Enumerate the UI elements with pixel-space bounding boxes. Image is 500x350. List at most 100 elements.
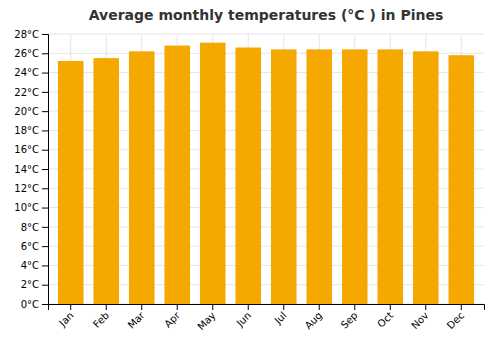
- y-tick-mark: [42, 34, 48, 35]
- x-tick: Apr: [162, 304, 183, 330]
- y-tick-mark: [42, 227, 48, 228]
- y-tick: 10°C: [14, 202, 48, 213]
- y-tick-label: 2°C: [21, 279, 39, 290]
- y-tick-label: 6°C: [21, 241, 39, 252]
- x-tick: Dec: [445, 304, 466, 331]
- x-tick: Oct: [375, 304, 395, 330]
- x-tick: Jan: [56, 304, 75, 329]
- y-axis: 0°C 2°C 4°C 6°C 8°C 10°C 12°C 14°C 16°C 18°C 20°C 2…: [14, 29, 48, 310]
- y-tick-mark: [42, 265, 48, 266]
- bar: [129, 51, 155, 304]
- x-tick-label: Dec: [445, 310, 466, 331]
- y-tick: 12°C: [14, 183, 48, 194]
- bar: [342, 49, 368, 304]
- bar: [58, 61, 84, 304]
- x-tick-label: Jan: [56, 310, 75, 329]
- y-tick-mark: [42, 130, 48, 131]
- y-tick-label: 28°C: [14, 29, 39, 40]
- x-tick: Feb: [91, 304, 111, 330]
- x-tick: May: [195, 304, 217, 332]
- bars: [58, 43, 474, 304]
- y-axis-line: [42, 35, 49, 305]
- y-tick: 28°C: [14, 29, 48, 40]
- y-tick-mark: [42, 150, 48, 151]
- y-tick-label: 0°C: [21, 299, 39, 310]
- y-tick-mark: [42, 111, 48, 112]
- x-tick-mark: [106, 304, 107, 310]
- y-tick: 16°C: [14, 144, 48, 155]
- y-tick-label: 12°C: [14, 183, 39, 194]
- y-tick: 2°C: [21, 279, 48, 290]
- bar: [200, 43, 226, 304]
- y-tick: 26°C: [14, 48, 48, 59]
- y-tick: 8°C: [21, 222, 48, 233]
- x-tick-mark: [212, 304, 213, 310]
- x-tick-mark: [141, 304, 142, 310]
- y-tick: 22°C: [14, 87, 48, 98]
- y-tick-mark: [42, 169, 48, 170]
- x-tick-mark: [248, 304, 249, 310]
- y-tick-label: 22°C: [14, 87, 39, 98]
- chart: Jan Feb Mar Apr May Jun Jul Aug Sep Oct Nov Dec 0°C 2…: [0, 0, 500, 350]
- y-tick: 0°C: [21, 299, 48, 310]
- y-tick-label: 14°C: [14, 164, 39, 175]
- x-tick: Sep: [339, 304, 360, 331]
- bar: [377, 49, 403, 304]
- title: Average monthly temperatures (°C ) in Pi…: [89, 7, 444, 23]
- x-tick-mark: [390, 304, 391, 310]
- x-tick: Jul: [272, 304, 289, 327]
- y-tick-label: 8°C: [21, 222, 39, 233]
- x-tick-label: May: [195, 310, 217, 332]
- x-tick-label: Nov: [409, 310, 431, 332]
- x-tick-label: Sep: [339, 310, 360, 331]
- grid: [48, 34, 484, 304]
- y-tick-mark: [42, 285, 48, 286]
- x-tick-mark: [354, 304, 355, 310]
- y-tick-label: 24°C: [14, 67, 39, 78]
- x-tick: Nov: [409, 304, 431, 331]
- x-tick: Mar: [126, 304, 148, 331]
- y-tick-mark: [42, 246, 48, 247]
- x-tick-label: Oct: [375, 310, 395, 330]
- x-tick-mark: [177, 304, 178, 310]
- bar: [306, 49, 332, 304]
- y-tick-mark: [42, 53, 48, 54]
- y-tick: 20°C: [14, 106, 48, 117]
- x-tick-label: Apr: [162, 309, 183, 330]
- y-tick: 6°C: [21, 241, 48, 252]
- x-tick-label: Jun: [234, 310, 254, 330]
- bar: [448, 55, 474, 304]
- x-axis: Jan Feb Mar Apr May Jun Jul Aug Sep Oct Nov Dec: [49, 304, 485, 332]
- bar: [93, 58, 119, 304]
- bar: [235, 48, 261, 305]
- x-tick-label: Jul: [272, 310, 289, 327]
- x-tick: Jun: [234, 304, 254, 329]
- x-tick-mark: [425, 304, 426, 310]
- y-tick-label: 18°C: [14, 125, 39, 136]
- y-tick-mark: [42, 208, 48, 209]
- y-tick-mark: [42, 92, 48, 93]
- bar: [164, 46, 190, 304]
- y-tick-mark: [42, 73, 48, 74]
- grid-line-y: [48, 34, 484, 35]
- y-tick: 24°C: [14, 67, 48, 78]
- y-tick: 4°C: [21, 260, 48, 271]
- y-tick-label: 26°C: [14, 48, 39, 59]
- y-tick-label: 20°C: [14, 106, 39, 117]
- x-tick-mark: [283, 304, 284, 310]
- x-tick-mark: [70, 304, 71, 310]
- y-tick-mark: [42, 304, 48, 305]
- x-tick-label: Aug: [303, 310, 325, 332]
- x-tick-mark: [461, 304, 462, 310]
- y-tick: 18°C: [14, 125, 48, 136]
- y-tick: 14°C: [14, 164, 48, 175]
- y-tick-label: 10°C: [14, 202, 39, 213]
- x-tick-label: Feb: [91, 310, 111, 330]
- y-tick-label: 16°C: [14, 144, 39, 155]
- x-tick-mark: [319, 304, 320, 310]
- x-axis-line: [49, 305, 485, 311]
- y-tick-mark: [42, 188, 48, 189]
- y-tick-label: 4°C: [21, 260, 39, 271]
- x-tick-label: Mar: [126, 309, 148, 331]
- bar: [271, 49, 297, 304]
